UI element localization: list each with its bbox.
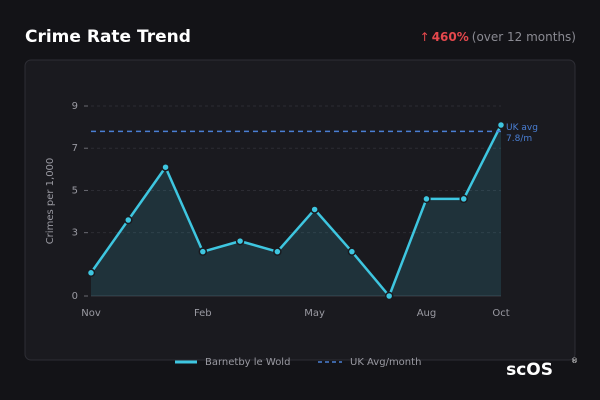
point — [124, 215, 133, 225]
panel — [24, 59, 576, 361]
point — [310, 205, 319, 214]
change-value: 460% — [432, 30, 469, 44]
point — [198, 247, 208, 256]
point — [496, 120, 506, 130]
y-axis-label: Crimes per 1,000 — [45, 158, 56, 245]
point — [273, 247, 282, 256]
x-tick-label: Nov — [81, 308, 101, 319]
y-tick-label: 0 — [72, 291, 78, 302]
point — [347, 247, 357, 256]
point — [235, 236, 245, 246]
logo-mark: ® — [571, 357, 578, 365]
legend-label: Barnetby le Wold — [205, 357, 290, 368]
reference-label: 7.8/m — [506, 134, 532, 144]
x-tick-label: May — [304, 308, 325, 319]
x-tick-label: Feb — [194, 308, 212, 319]
point — [86, 268, 96, 278]
point — [161, 162, 170, 172]
point — [459, 194, 468, 204]
change-note: (over 12 months) — [472, 30, 576, 44]
point — [422, 194, 431, 204]
reference-label: UK avg — [506, 123, 538, 133]
y-tick-label: 3 — [72, 228, 78, 239]
title: Crime Rate Trend — [25, 27, 191, 47]
change: ↑ 460% (over 12 months) — [420, 30, 576, 44]
logo: scOS — [506, 360, 553, 380]
change-arrow: ↑ — [420, 30, 430, 44]
line — [89, 124, 503, 298]
point — [384, 291, 394, 301]
x-tick-label: Oct — [492, 308, 509, 319]
area — [91, 125, 501, 296]
y-tick-label: 7 — [72, 143, 78, 154]
legend-label: UK Avg/month — [350, 357, 421, 368]
y-tick-label: 5 — [72, 185, 78, 196]
y-tick-label: 9 — [72, 101, 78, 112]
x-tick-label: Aug — [417, 308, 437, 319]
